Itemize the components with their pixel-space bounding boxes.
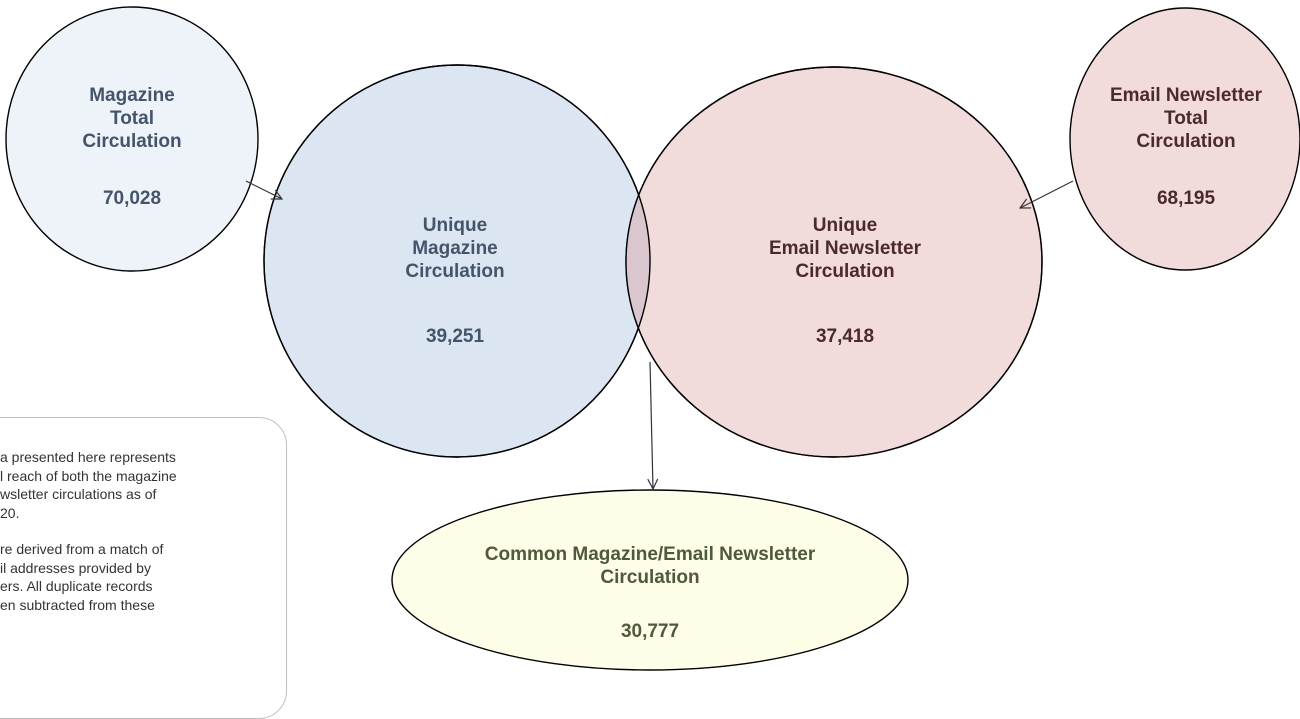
arrow-magazine-total-to-unique — [245, 180, 282, 199]
unique-email-newsletter-value: 37,418 — [815, 326, 875, 347]
unique-magazine-value: 39,251 — [425, 326, 485, 347]
email-newsletter-total-label: Email Newsletter Total Circulation — [1076, 84, 1296, 153]
methodology-note-paragraph: re derived from a match of il addresses … — [0, 541, 164, 613]
methodology-note-text: a presented here represents l reach of b… — [0, 448, 280, 675]
unique-magazine-label-line: Magazine — [412, 238, 498, 259]
unique-email-newsletter-label-line: Email Newsletter — [768, 238, 922, 259]
unique-email-newsletter-label-line: Unique — [812, 215, 878, 236]
common-circulation-label-line: Circulation — [600, 567, 700, 588]
unique-magazine-label: Unique Magazine Circulation — [365, 214, 545, 283]
arrow-email-total-to-unique — [1020, 180, 1074, 208]
magazine-total-label-line: Total — [110, 108, 154, 129]
arrow-overlap-to-common — [650, 361, 653, 489]
methodology-note-paragraph: a presented here represents l reach of b… — [0, 449, 177, 521]
email-newsletter-total-label-line: Email Newsletter — [1109, 85, 1263, 106]
methodology-note-box — [0, 417, 287, 719]
email-total-circle — [1069, 7, 1300, 271]
magazine-total-label-line: Circulation — [82, 131, 182, 152]
magazine-total-label-line: Magazine — [89, 85, 175, 106]
email-newsletter-total-label-line: Circulation — [1136, 131, 1236, 152]
magazine-total-circle — [5, 6, 259, 272]
unique-magazine-outline — [263, 64, 651, 458]
venn-diagram — [5, 6, 1300, 671]
common-circulation-label-line: Common Magazine/Email Newsletter — [484, 544, 816, 565]
magazine-total-value: 70,028 — [102, 188, 162, 209]
common-circulation-label: Common Magazine/Email Newsletter Circula… — [440, 543, 860, 589]
unique-email-newsletter-outline — [625, 66, 1043, 458]
unique-magazine-label-line: Circulation — [405, 261, 505, 282]
email-newsletter-total-label-line: Total — [1164, 108, 1208, 129]
email-newsletter-total-value: 68,195 — [1156, 188, 1216, 209]
magazine-total-label: Magazine Total Circulation — [42, 84, 222, 153]
unique-magazine-label-line: Unique — [422, 215, 488, 236]
common-circulation-value: 30,777 — [620, 621, 680, 642]
unique-email-newsletter-label: Unique Email Newsletter Circulation — [735, 214, 955, 283]
unique-email-newsletter-label-line: Circulation — [795, 261, 895, 282]
